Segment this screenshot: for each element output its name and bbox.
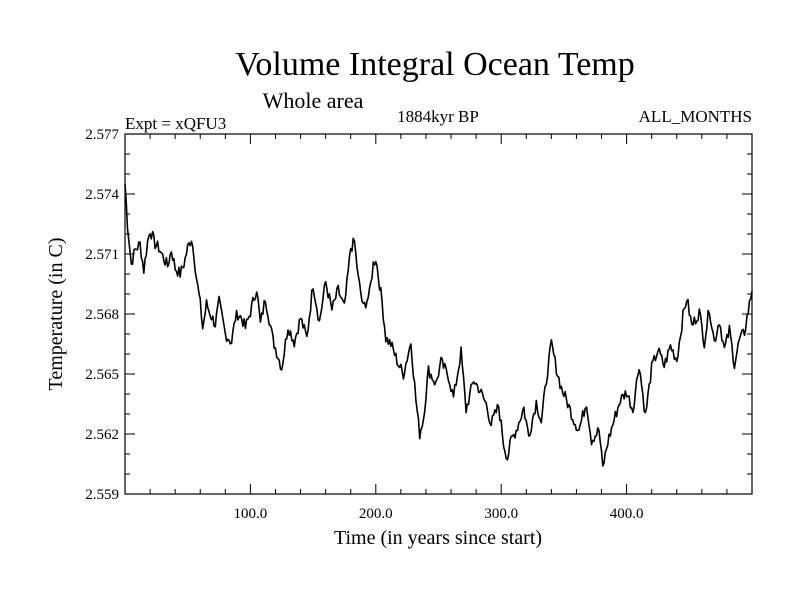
axis-ticks — [125, 134, 752, 494]
experiment-label: Expt = xQFU3 — [125, 114, 226, 133]
y-tick-label: 2.562 — [85, 427, 119, 443]
y-tick-label: 2.565 — [85, 367, 119, 383]
y-axis-label: Temperature (in C) — [45, 238, 67, 391]
y-tick-label: 2.577 — [85, 127, 119, 143]
months-label: ALL_MONTHS — [639, 107, 752, 126]
plot-frame — [124, 133, 753, 495]
y-tick-label: 2.571 — [85, 247, 119, 263]
y-tick-label: 2.559 — [85, 487, 119, 503]
chart-subtitle: Whole area — [263, 88, 364, 113]
x-tick-labels: 100.0 200.0 300.0 400.0 — [234, 506, 644, 522]
x-axis-label: Time (in years since start) — [334, 527, 542, 549]
x-tick-label: 400.0 — [610, 506, 644, 522]
x-tick-label: 300.0 — [484, 506, 518, 522]
x-tick-label: 200.0 — [359, 506, 393, 522]
y-tick-label: 2.568 — [85, 307, 119, 323]
x-tick-label: 100.0 — [234, 506, 268, 522]
chart-title: Volume Integral Ocean Temp — [235, 46, 635, 83]
epoch-label: 1884kyr BP — [397, 107, 479, 126]
y-tick-label: 2.574 — [85, 187, 119, 203]
y-tick-labels: 2.559 2.562 2.565 2.568 2.571 2.574 2.577 — [85, 127, 119, 503]
temperature-series-line — [124, 184, 753, 467]
